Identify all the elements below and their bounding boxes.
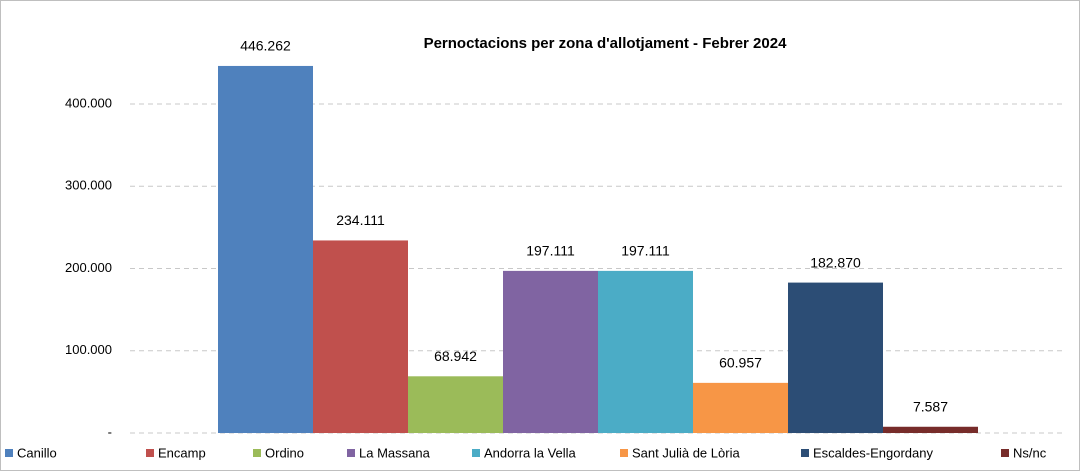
- data-label: 7.587: [913, 398, 948, 414]
- data-label: 68.942: [434, 348, 477, 364]
- y-tick-label: -: [108, 424, 112, 439]
- chart-title: Pernoctacions per zona d'allotjament - F…: [424, 35, 787, 52]
- bar: [788, 282, 883, 433]
- legend-swatch: [620, 449, 628, 457]
- y-tick-label: 400.000: [65, 95, 112, 110]
- bar: [883, 426, 978, 433]
- legend-swatch: [801, 449, 809, 457]
- legend-label: La Massana: [359, 445, 431, 460]
- legend-swatch: [253, 449, 261, 457]
- legend-swatch: [146, 449, 154, 457]
- legend-label: Andorra la Vella: [484, 445, 577, 460]
- data-label: 234.111: [336, 212, 385, 228]
- bar: [408, 376, 503, 433]
- legend-label: Encamp: [158, 445, 206, 460]
- data-label: 197.111: [621, 243, 670, 259]
- bar: [503, 270, 598, 433]
- bar: [693, 382, 788, 433]
- legend-label: Canillo: [17, 445, 57, 460]
- y-tick-label: 100.000: [65, 342, 112, 357]
- data-label: 182.870: [810, 254, 861, 270]
- legend-label: Escaldes-Engordany: [813, 445, 933, 460]
- legend-swatch: [1001, 449, 1009, 457]
- data-label: 197.111: [526, 243, 575, 259]
- legend-label: Ns/nc: [1013, 445, 1047, 460]
- y-tick-label: 200.000: [65, 260, 112, 275]
- legend-swatch: [5, 449, 13, 457]
- bar: [218, 65, 313, 433]
- legend-swatch: [347, 449, 355, 457]
- bar: [598, 270, 693, 433]
- data-label: 446.262: [240, 38, 291, 54]
- bar: [313, 240, 408, 433]
- legend-label: Sant Julià de Lòria: [632, 445, 740, 460]
- y-tick-label: 300.000: [65, 178, 112, 193]
- legend-swatch: [472, 449, 480, 457]
- legend-label: Ordino: [265, 445, 304, 460]
- data-label: 60.957: [719, 355, 762, 371]
